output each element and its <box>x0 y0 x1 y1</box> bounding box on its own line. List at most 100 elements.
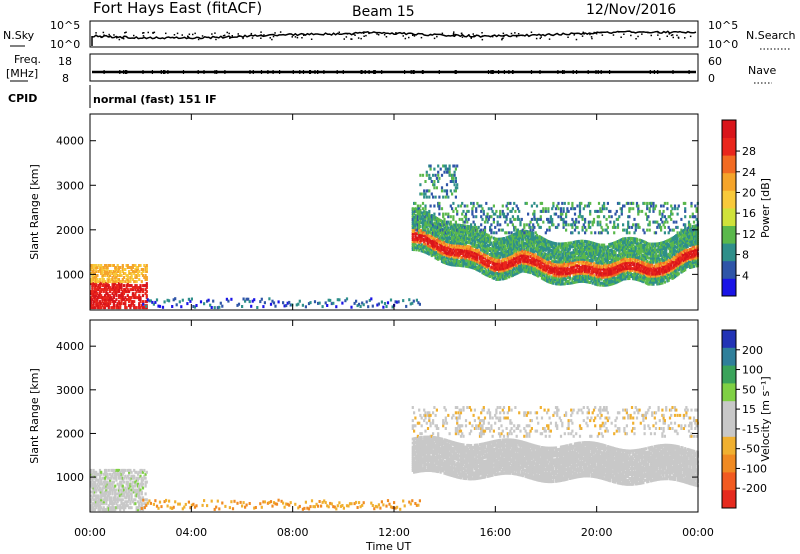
power-cell <box>632 237 635 241</box>
power-cell <box>594 264 597 268</box>
nsearch-point <box>452 34 455 36</box>
power-cell <box>652 276 655 280</box>
power-cell <box>557 250 560 254</box>
power-cell <box>654 270 658 274</box>
power-cell <box>622 269 625 273</box>
nave-point <box>299 70 301 74</box>
power-cell <box>516 267 520 271</box>
power-cell <box>250 304 253 308</box>
power-cell <box>634 255 637 259</box>
power-cell <box>129 284 132 288</box>
power-cell <box>417 301 420 305</box>
power-cell <box>529 271 532 275</box>
power-cell <box>145 290 148 294</box>
power-cell <box>98 294 102 298</box>
power-cell <box>424 180 427 183</box>
power-cell <box>447 260 450 264</box>
power-cell <box>556 246 559 250</box>
power-cell <box>654 274 658 278</box>
power-cell <box>521 228 525 232</box>
power-cell <box>563 244 566 248</box>
power-cell <box>141 274 145 277</box>
power-cell <box>481 241 484 245</box>
power-cell <box>485 233 488 237</box>
power-cell <box>494 245 497 249</box>
power-cell <box>511 253 514 257</box>
power-cell <box>471 240 474 244</box>
power-cell <box>490 228 493 232</box>
power-cell <box>467 249 470 253</box>
power-cell <box>572 275 575 278</box>
power-cell <box>419 210 422 214</box>
power-cell <box>95 280 98 284</box>
power-cell <box>283 304 286 308</box>
nsearch-point <box>377 34 380 36</box>
power-cell <box>613 277 616 281</box>
power-cell <box>567 267 570 271</box>
power-cell <box>566 207 569 211</box>
power-cell <box>477 250 480 254</box>
power-cell <box>546 263 549 267</box>
power-cell <box>596 243 599 247</box>
power-cell <box>543 266 546 270</box>
power-cell <box>487 248 490 252</box>
power-cell <box>470 241 473 245</box>
power-cell <box>635 223 639 227</box>
power-cell <box>451 239 454 243</box>
power-cell <box>128 296 131 300</box>
power-cell <box>577 215 580 219</box>
power-cell <box>591 249 594 253</box>
power-cell <box>603 269 606 273</box>
power-cell <box>506 235 509 239</box>
power-cell <box>646 201 649 205</box>
power-cell <box>478 239 482 243</box>
nsearch-point <box>303 34 305 36</box>
power-cell <box>413 216 416 219</box>
power-cell <box>430 226 433 229</box>
power-cell <box>477 260 480 264</box>
power-cell <box>505 272 508 276</box>
power-cell <box>103 298 107 302</box>
power-cell <box>590 271 593 275</box>
power-cell <box>207 298 210 302</box>
power-cell <box>464 228 468 232</box>
power-cell <box>483 242 487 246</box>
power-cell <box>144 270 147 273</box>
power-cell <box>638 246 641 250</box>
power-cell <box>466 244 469 248</box>
power-cell <box>535 245 539 249</box>
power-cell <box>511 251 514 255</box>
power-cell <box>577 280 580 283</box>
power-cell <box>620 248 623 252</box>
power-cell <box>452 229 455 233</box>
power-cell <box>619 256 622 260</box>
power-cell <box>486 235 489 239</box>
power-cell <box>121 298 124 302</box>
power-cell <box>447 228 450 232</box>
power-cell <box>458 225 461 229</box>
power-cell <box>591 241 594 245</box>
power-cell <box>597 255 601 259</box>
power-cell <box>652 252 655 256</box>
power-cell <box>435 235 438 238</box>
power-cell <box>648 244 651 248</box>
power-cell <box>643 248 646 252</box>
power-cell <box>133 272 136 275</box>
power-cell <box>432 242 435 246</box>
power-cell <box>511 243 514 247</box>
power-cell <box>95 276 98 279</box>
power-cell <box>475 245 478 249</box>
nsearch-point <box>231 35 233 37</box>
power-cell <box>416 207 419 211</box>
power-cell <box>449 189 452 193</box>
power-cell <box>486 249 489 253</box>
power-cell <box>547 244 550 247</box>
power-cell <box>110 278 113 281</box>
power-cell <box>611 252 615 256</box>
power-cell <box>599 273 602 277</box>
power-cell <box>652 258 655 262</box>
power-cell <box>565 242 568 246</box>
power-cell <box>596 267 599 271</box>
power-cell <box>544 266 547 270</box>
power-cell <box>447 246 450 250</box>
